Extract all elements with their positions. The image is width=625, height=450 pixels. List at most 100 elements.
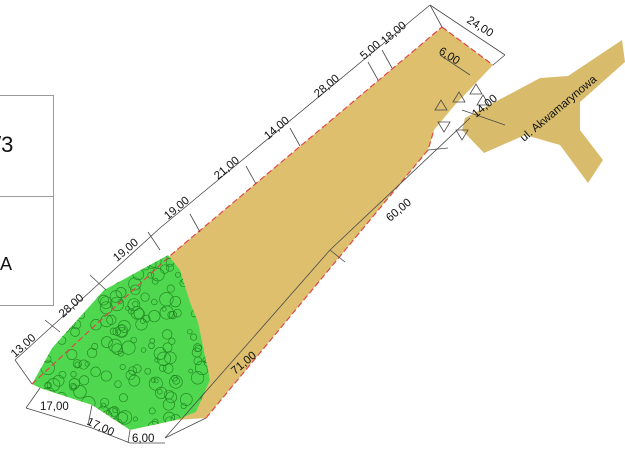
vegetation-scribble — [90, 282, 99, 291]
vegetation-scribble — [91, 343, 99, 350]
vegetation-scribble — [32, 345, 40, 354]
vegetation-scribble — [180, 402, 187, 410]
vegetation-scribble — [88, 255, 94, 258]
parcel-boundary-north — [31, 26, 443, 385]
vegetation-scribble — [158, 364, 167, 372]
dimension-lines — [14, 4, 506, 444]
vegetation-scribble — [66, 349, 78, 361]
dim-label-24: 24,00 — [464, 14, 495, 39]
dim-label-28-east: 28,00 — [312, 73, 342, 101]
vegetation-scribble — [153, 346, 167, 360]
vegetation-scribble — [114, 380, 122, 388]
vegetation-scribble — [109, 290, 123, 303]
vegetation-scribble — [100, 402, 107, 409]
dim-label-18: 18,00 — [379, 20, 409, 48]
setback-symbols — [434, 83, 490, 141]
legend-text-top: /3 — [0, 132, 14, 157]
vegetation-scribble — [153, 378, 159, 384]
vegetation-scribble — [109, 327, 118, 335]
vegetation-scribble — [32, 385, 37, 395]
vegetation-scribble — [100, 370, 112, 382]
vegetation-scribble — [70, 371, 77, 378]
vegetation-scribble — [132, 300, 139, 308]
vegetation-scribble — [165, 255, 174, 259]
vegetation-scribble — [32, 416, 47, 430]
vegetation-scribble — [45, 333, 55, 343]
vegetation-scribble — [165, 391, 178, 404]
vegetation-scribble — [72, 359, 82, 369]
vegetation-scribble — [127, 298, 141, 312]
legend-text-bottom: /A — [0, 254, 13, 274]
vegetation-scribble — [32, 311, 37, 322]
vegetation-scribble — [87, 263, 99, 276]
vegetation-scribble — [118, 393, 128, 403]
vegetation-scribble — [45, 325, 60, 340]
dim-label-19-a: 19,00 — [111, 237, 141, 265]
vegetation-scribble — [167, 311, 176, 319]
vegetation-scribble — [98, 294, 109, 306]
vegetation-scribble — [115, 287, 127, 298]
vegetation-scribble — [162, 398, 175, 411]
vegetation-scribble — [101, 336, 113, 348]
vegetation-scribble — [71, 272, 81, 283]
vegetation-scribble — [119, 363, 126, 371]
vegetation-scribble — [117, 320, 131, 333]
vegetation-scribble — [32, 322, 37, 333]
dim-label-13: 13,00 — [9, 332, 38, 360]
vegetation-scribble — [90, 319, 102, 331]
vegetation-scribble — [59, 259, 66, 267]
vegetation-scribble — [54, 255, 68, 258]
dim-label-14: 14,00 — [262, 115, 292, 143]
vegetation-scribble — [206, 361, 210, 374]
vegetation-scribble — [179, 393, 193, 406]
vegetation-scribble — [158, 428, 163, 430]
vegetation-scribble — [100, 397, 110, 407]
vegetation-scribble — [166, 284, 175, 293]
vegetation-scribble — [78, 359, 89, 370]
vegetation-scribble — [32, 361, 34, 368]
vegetation-scribble — [68, 319, 74, 325]
vegetation-scribble — [154, 357, 160, 363]
vegetation-scribble — [140, 347, 147, 353]
dim-label-6-bottom: 6,00 — [132, 433, 154, 445]
vegetation-scribble — [125, 370, 136, 381]
vegetation-scribble — [90, 366, 101, 378]
vegetation-scribble — [80, 255, 92, 261]
vegetation-scribble — [71, 268, 80, 277]
vegetation-scribble — [32, 305, 39, 315]
vegetation-scribble — [69, 383, 77, 391]
vegetation-scribble — [169, 295, 182, 308]
vegetation-scribble — [125, 305, 131, 311]
vegetation-scribble — [175, 271, 181, 278]
vegetation-scribble — [162, 329, 173, 340]
vegetation-scribble — [47, 307, 54, 314]
vegetation-scribble — [164, 389, 174, 400]
vegetation-scribble — [187, 328, 193, 335]
vegetation-scribble — [168, 337, 176, 345]
vegetation-scribble — [140, 292, 150, 302]
vegetation-scribble — [32, 425, 37, 430]
vegetation-scribble — [52, 374, 65, 387]
dim-label-17-b: 17,00 — [85, 416, 116, 439]
vegetation-scribble — [70, 255, 80, 264]
vegetation-scribble — [121, 340, 136, 355]
vegetation-scribble — [190, 371, 205, 385]
dim-label-21: 21,00 — [212, 155, 242, 183]
vegetation-scribble — [54, 414, 65, 426]
access-road — [462, 40, 625, 183]
vegetation-scribble — [191, 347, 202, 358]
vegetation-scribble — [148, 376, 163, 391]
vegetation-scribble — [147, 271, 155, 279]
vegetation-scribble — [169, 375, 183, 389]
vegetation-scribble — [150, 377, 156, 383]
vegetation-scribble — [87, 286, 100, 299]
vegetation-scribble — [128, 374, 141, 387]
vegetation-scribble — [151, 298, 158, 306]
legend-box-bottom: /A — [0, 196, 54, 306]
vegetation-scribble — [99, 301, 113, 315]
vegetation-scribble — [117, 299, 123, 305]
vegetation-scribble — [46, 378, 61, 392]
vegetation-scribble — [148, 310, 161, 323]
vegetation-scribble — [111, 343, 123, 355]
vegetation-scribble — [39, 324, 46, 331]
